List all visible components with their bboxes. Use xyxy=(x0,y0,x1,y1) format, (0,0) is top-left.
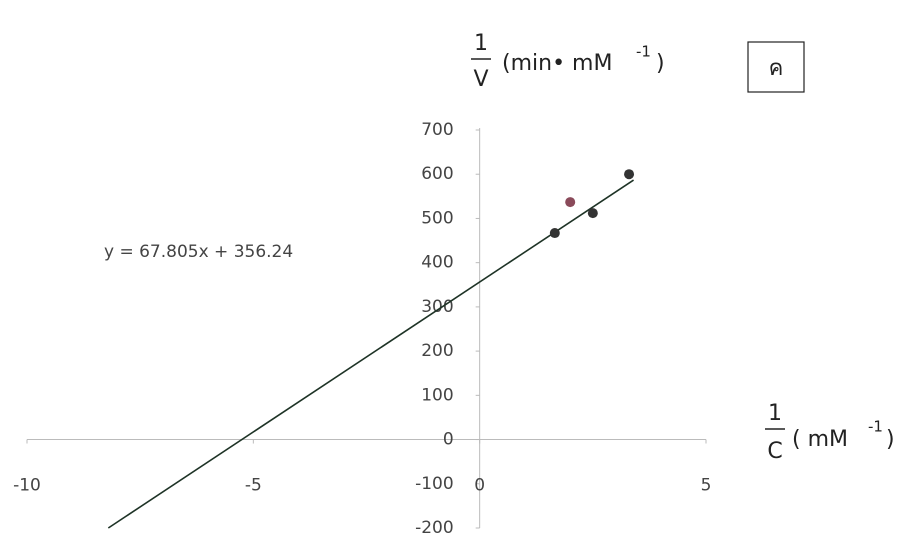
y-tick-label: 400 xyxy=(421,253,453,273)
data-point xyxy=(588,208,598,218)
data-point xyxy=(550,228,560,238)
y-tick-label: -100 xyxy=(415,474,454,494)
y-label-close: ) xyxy=(656,51,665,76)
panel-label: ค xyxy=(769,56,784,81)
y-label-numerator: 1 xyxy=(474,31,488,56)
x-label-exponent: -1 xyxy=(868,418,883,436)
y-tick-label: 500 xyxy=(421,208,453,228)
data-point xyxy=(565,197,575,207)
x-label-close: ) xyxy=(886,427,895,452)
y-tick-label: 600 xyxy=(421,164,453,184)
x-label-unit: ( mM xyxy=(792,427,848,452)
x-label-denominator: C xyxy=(767,439,782,464)
y-tick-label: 300 xyxy=(421,297,453,317)
x-tick-label: -10 xyxy=(13,476,41,496)
data-point xyxy=(624,169,634,179)
y-tick-label: 700 xyxy=(421,120,453,140)
x-tick-label: -5 xyxy=(245,476,262,496)
x-label-numerator: 1 xyxy=(768,401,782,426)
chart: ค 1 V (min• mM -1 ) 1 C ( mM -1 ) y = 67… xyxy=(0,0,901,545)
x-tick-label: 5 xyxy=(701,476,712,496)
y-label-unit: (min• mM xyxy=(502,51,612,76)
y-tick-label: 100 xyxy=(421,385,453,405)
y-tick-label: -200 xyxy=(415,518,454,538)
y-tick-label: 200 xyxy=(421,341,453,361)
y-label-exponent: -1 xyxy=(636,43,651,61)
x-tick-label: 0 xyxy=(474,476,485,496)
y-tick-label: 0 xyxy=(443,430,454,450)
y-label-denominator: V xyxy=(473,67,488,92)
trendline-equation: y = 67.805x + 356.24 xyxy=(104,242,293,262)
